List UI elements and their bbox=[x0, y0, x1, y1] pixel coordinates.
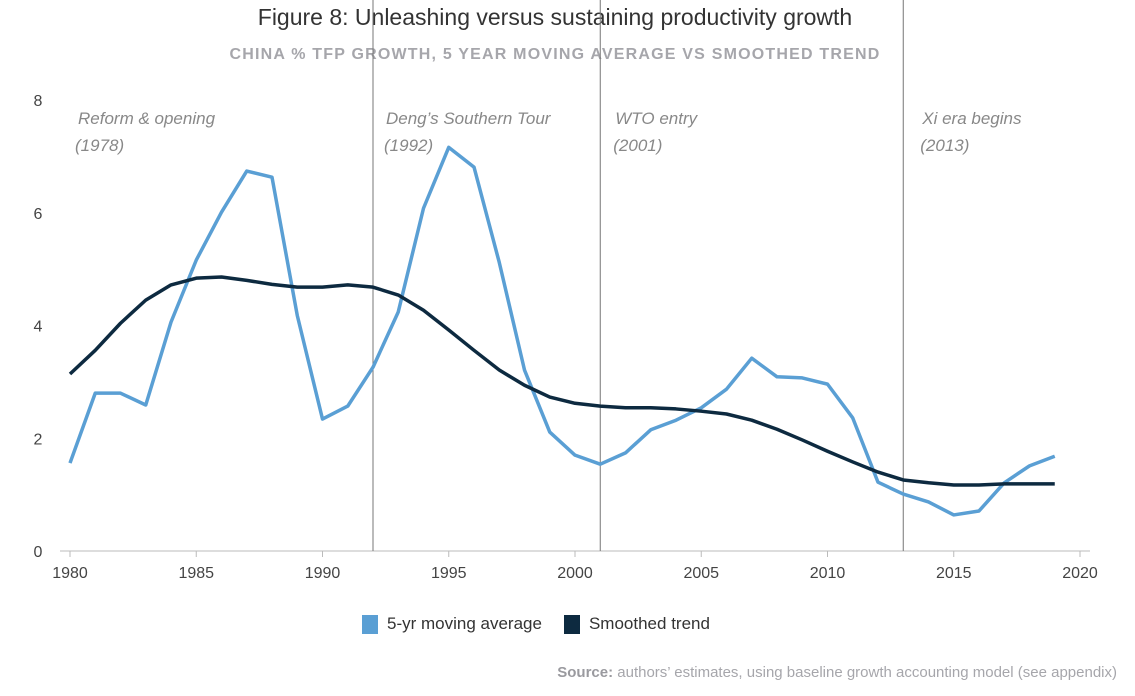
event-annotation-title: WTO entry bbox=[615, 109, 698, 128]
y-tick-label: 4 bbox=[34, 319, 43, 336]
series-line-smoothed-trend bbox=[68, 275, 1055, 487]
chart-subtitle: CHINA % TFP GROWTH, 5 YEAR MOVING AVERAG… bbox=[229, 46, 881, 63]
x-tick-label: 1980 bbox=[52, 565, 88, 582]
series-line-moving-average bbox=[68, 145, 1056, 517]
line-chart: 1980 1985 1990 1995 2000 2005 2010 2015 2020 0 2 4 6… bbox=[34, 0, 1098, 582]
legend: 5-yr moving average Smoothed trend bbox=[362, 614, 710, 634]
source-note: Source: authors’ estimates, using baseli… bbox=[557, 664, 1117, 681]
y-tick-label: 2 bbox=[34, 431, 43, 448]
event-annotation-year: (1992) bbox=[384, 136, 433, 155]
legend-swatch-moving-average bbox=[362, 614, 378, 634]
event-annotation-title: Xi era begins bbox=[921, 109, 1022, 128]
legend-label-moving-average: 5-yr moving average bbox=[387, 614, 542, 633]
legend-swatch-smoothed-trend bbox=[563, 614, 580, 634]
event-annotation-year: (2013) bbox=[920, 136, 969, 155]
x-tick-label: 2020 bbox=[1062, 565, 1098, 582]
source-label: Source: bbox=[557, 664, 614, 681]
x-tick-label: 1990 bbox=[305, 565, 341, 582]
x-tick-label: 2015 bbox=[936, 565, 972, 582]
event-annotation-title: Reform & opening bbox=[78, 109, 216, 128]
legend-label-smoothed-trend: Smoothed trend bbox=[588, 614, 710, 633]
x-tick-label: 1995 bbox=[431, 565, 467, 582]
y-tick-label: 0 bbox=[34, 544, 43, 561]
source-text: authors’ estimates, using baseline growt… bbox=[617, 664, 1117, 681]
event-annotation-year: (1978) bbox=[75, 136, 124, 155]
x-tick-label: 2000 bbox=[557, 565, 593, 582]
event-annotation-year: (2001) bbox=[613, 136, 662, 155]
y-tick-label: 6 bbox=[34, 206, 43, 223]
x-tick-label: 2005 bbox=[683, 565, 719, 582]
y-tick-label: 8 bbox=[34, 93, 43, 110]
chart-title: Figure 8: Unleashing versus sustaining p… bbox=[257, 4, 853, 30]
event-annotation-title: Deng’s Southern Tour bbox=[386, 109, 552, 128]
x-tick-label: 2010 bbox=[810, 565, 846, 582]
x-tick-label: 1985 bbox=[178, 565, 214, 582]
